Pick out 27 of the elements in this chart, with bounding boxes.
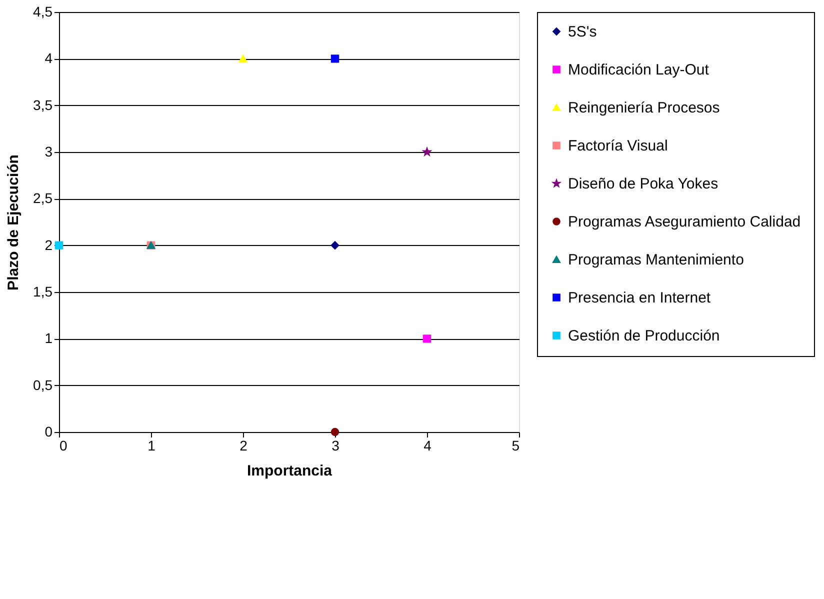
y-tick-label: 0 <box>44 424 53 440</box>
legend-label: Reingeniería Procesos <box>568 100 720 116</box>
y-tick-label: 3 <box>44 144 53 160</box>
y-tick-label: 1,5 <box>33 284 53 300</box>
y-axis-title: Plazo de Ejecución <box>5 154 22 290</box>
x-tick-label: 0 <box>60 438 68 454</box>
y-tick-label: 1 <box>44 330 53 346</box>
legend-label: Factoría Visual <box>568 138 668 154</box>
y-tick-label: 2 <box>44 236 53 253</box>
legend-label: Presencia en Internet <box>568 290 712 306</box>
legend-label: Modificación Lay-Out <box>568 62 710 78</box>
legend-label: Gestión de Producción <box>568 328 720 344</box>
legend-label: 5S's <box>568 24 597 40</box>
x-tick-label: 2 <box>240 438 248 454</box>
x-tick-label: 3 <box>332 438 340 454</box>
y-tick-label: 4,5 <box>33 4 53 20</box>
y-tick-label: 3,5 <box>33 96 53 113</box>
legend-label: Diseño de Poka Yokes <box>568 176 718 192</box>
x-tick-label: 4 <box>424 438 432 454</box>
y-tick-label: 0,5 <box>33 376 53 393</box>
x-axis-title: Importancia <box>246 462 333 480</box>
legend-label: Programas Aseguramiento Calidad <box>568 214 801 230</box>
y-tick-label: 2,5 <box>33 190 53 206</box>
x-tick-label: 1 <box>148 438 156 454</box>
y-tick-label: 4 <box>44 50 53 66</box>
legend-label: Programas Mantenimiento <box>568 252 744 268</box>
x-tick-label: 5 <box>512 438 520 454</box>
